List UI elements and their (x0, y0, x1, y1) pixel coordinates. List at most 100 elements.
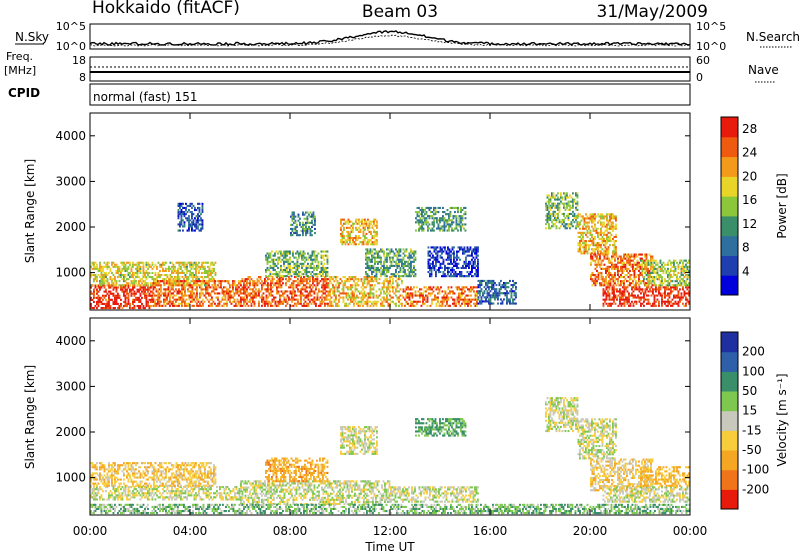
power-cell (579, 222, 581, 224)
power-cell (149, 264, 151, 266)
power-cell (334, 280, 336, 282)
power-cell (512, 300, 514, 302)
power-cell (599, 258, 601, 260)
power-cell (268, 269, 270, 271)
power-cell (300, 275, 302, 277)
power-cell (658, 303, 660, 305)
power-cell (386, 290, 388, 292)
power-cell (433, 290, 435, 292)
power-cell (126, 284, 128, 286)
power-cell (282, 278, 284, 280)
power-cell (614, 280, 616, 282)
power-cell (464, 305, 466, 307)
power-cell (404, 299, 406, 301)
power-cell (554, 215, 556, 217)
power-cell (213, 270, 215, 272)
power-cell (304, 261, 306, 263)
power-cell (613, 292, 615, 294)
power-cell (371, 273, 373, 275)
power-cell (293, 305, 295, 307)
power-cell (645, 292, 647, 294)
power-cell (426, 211, 428, 213)
power-cell (389, 280, 391, 282)
power-cell (425, 286, 427, 288)
power-cell (312, 275, 314, 277)
power-cell (170, 274, 172, 276)
power-cell (342, 225, 344, 227)
power-cell (195, 274, 197, 276)
power-cell (395, 269, 397, 271)
power-cell (434, 269, 436, 271)
power-cell (429, 259, 431, 261)
power-cell (201, 286, 203, 288)
power-cell (364, 282, 366, 284)
power-cell (270, 303, 272, 305)
power-cell (181, 290, 183, 292)
power-cell (474, 259, 476, 261)
power-cell (134, 287, 136, 289)
power-cell (579, 242, 581, 244)
power-cell (461, 271, 463, 273)
power-cell (361, 280, 363, 282)
power-cell (496, 288, 498, 290)
power-cell (128, 278, 130, 280)
power-cell (455, 261, 457, 263)
power-cell (412, 303, 414, 305)
power-cell (313, 269, 315, 271)
power-cell (295, 271, 297, 273)
power-cell (286, 269, 288, 271)
power-cell (568, 215, 570, 217)
power-cell (612, 213, 614, 215)
power-cell (137, 272, 139, 274)
power-cell (433, 219, 435, 221)
power-cell (170, 278, 172, 280)
power-cell (255, 292, 257, 294)
power-cell (566, 207, 568, 209)
power-cell (352, 290, 354, 292)
power-cell (664, 303, 666, 305)
power-cell (560, 225, 562, 227)
power-cell (165, 305, 167, 307)
power-cell (550, 217, 552, 219)
power-cell (635, 280, 637, 282)
power-cell (344, 282, 346, 284)
power-cell (603, 288, 605, 290)
power-cell (364, 297, 366, 299)
power-cell (603, 224, 605, 226)
power-cell (591, 226, 593, 228)
power-cell (273, 267, 275, 269)
power-cell (238, 295, 240, 297)
power-cell (147, 301, 149, 303)
power-cell (438, 223, 440, 225)
power-cell (605, 246, 607, 248)
power-cell (477, 267, 479, 269)
power-cell (111, 272, 113, 274)
power-cell (594, 238, 596, 240)
power-cell (471, 259, 473, 261)
power-cell (105, 276, 107, 278)
power-cell (270, 275, 272, 277)
power-cell (374, 259, 376, 261)
power-cell (361, 278, 363, 280)
power-cell (441, 267, 443, 269)
power-cell (429, 251, 431, 253)
power-cell (163, 303, 165, 305)
power-cell (596, 230, 598, 232)
power-cell (550, 209, 552, 211)
power-cell (351, 243, 353, 245)
power-cell (161, 266, 163, 268)
power-cell (270, 284, 272, 286)
power-cell (617, 266, 619, 268)
power-cell (427, 221, 429, 223)
power-cell (661, 297, 663, 299)
power-cell (376, 231, 378, 233)
power-cell (484, 286, 486, 288)
power-cell (329, 280, 331, 282)
power-cell (357, 229, 359, 231)
power-cell (395, 248, 397, 250)
power-cell (464, 290, 466, 292)
power-cell (403, 259, 405, 261)
power-cell (606, 217, 608, 219)
power-cell (267, 263, 269, 265)
power-cell (457, 209, 459, 211)
